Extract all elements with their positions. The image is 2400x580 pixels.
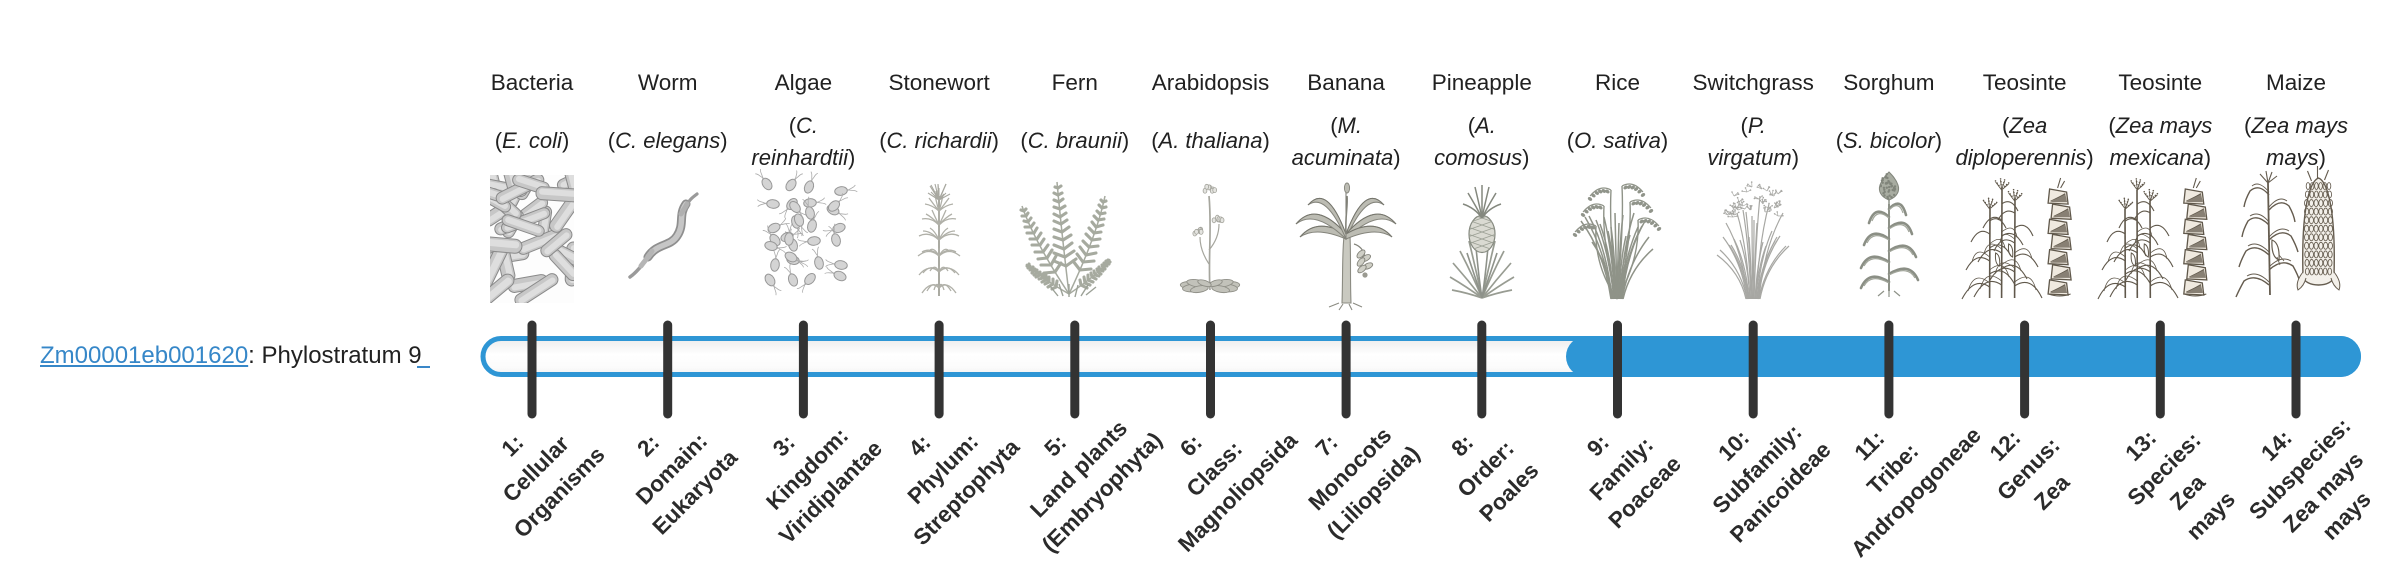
svg-text:14:Subspecies:Zea maysmays: 14:Subspecies:Zea maysmays — [2221, 390, 2400, 571]
svg-text:8:Order:Poales: 8:Order:Poales — [1428, 411, 1544, 527]
svg-text:13:Species:Zeamays: 13:Species:Zeamays — [2099, 404, 2252, 557]
svg-text:2:Domain:Eukaryota: 2:Domain:Eukaryota — [601, 398, 743, 540]
svg-text:9:Family:Poaceae: 9:Family:Poaceae — [1557, 404, 1686, 533]
svg-text:12:Genus:Zea: 12:Genus:Zea — [1969, 409, 2088, 528]
svg-text:7:Monocots(Liliopsida): 7:Monocots(Liliopsida) — [1275, 394, 1424, 543]
svg-text:1:CellularOrganisms: 1:CellularOrganisms — [462, 395, 609, 542]
